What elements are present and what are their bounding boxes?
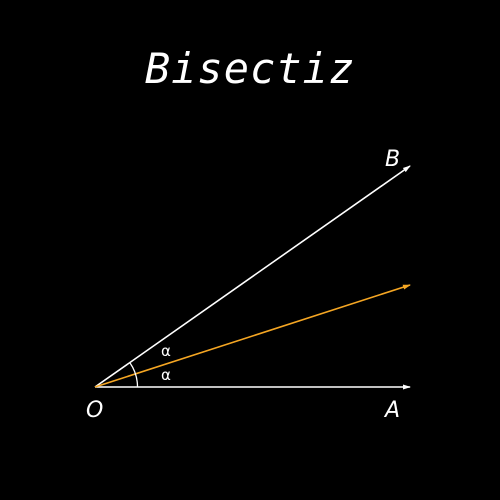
point-label-o: O — [86, 398, 103, 423]
angle-label-lower: α — [161, 366, 171, 384]
angle-arc — [129, 362, 139, 388]
diagram-title: Bisectiz — [144, 44, 356, 93]
ray-ob — [94, 165, 411, 388]
bisector-ray — [94, 284, 411, 388]
angle-label-upper: α — [161, 342, 171, 360]
point-label-a: A — [383, 398, 400, 423]
point-label-b: B — [385, 147, 400, 172]
